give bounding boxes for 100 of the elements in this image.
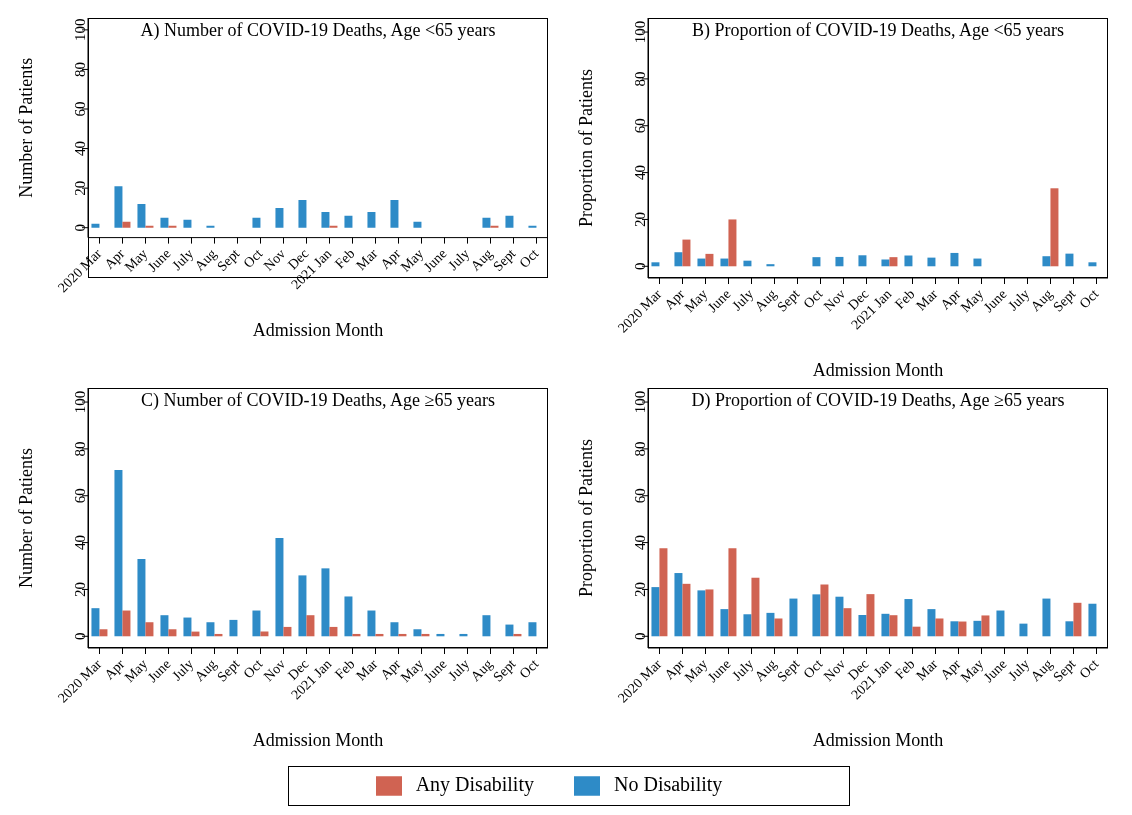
bar: [674, 252, 683, 267]
x-axis-title: Admission Month: [812, 730, 944, 750]
bar: [766, 264, 775, 267]
bar: [1088, 262, 1097, 267]
bar: [344, 215, 353, 228]
y-tick-label: 40: [632, 535, 649, 551]
bar: [720, 609, 729, 637]
bar: [705, 589, 714, 637]
bar: [145, 622, 154, 637]
bar: [789, 598, 798, 637]
bar: [866, 594, 875, 637]
bar: [705, 253, 714, 267]
x-tick-label: Oct: [516, 245, 542, 271]
bar: [505, 215, 514, 228]
bar: [1088, 603, 1097, 637]
bar: [114, 469, 123, 637]
bar: [904, 599, 913, 637]
x-tick-label: Mar: [353, 245, 381, 274]
bar: [1065, 621, 1074, 637]
legend-label: No Disability: [614, 773, 723, 795]
y-tick-label: 100: [72, 18, 89, 42]
bar: [881, 613, 890, 637]
x-tick-label: Oct: [516, 656, 542, 682]
bar: [114, 186, 123, 228]
bar: [137, 558, 146, 637]
y-tick-label: 80: [632, 441, 649, 457]
y-tick-label: 0: [72, 632, 89, 641]
bar: [413, 629, 422, 637]
y-tick-label: 20: [632, 581, 649, 597]
x-tick-label: Mar: [913, 656, 941, 684]
bar: [160, 615, 169, 637]
y-tick-label: 0: [632, 632, 649, 641]
bar: [91, 608, 100, 637]
bar: [321, 568, 330, 637]
x-tick-label: Oct: [1076, 286, 1102, 312]
bar: [774, 618, 783, 637]
bar: [697, 590, 706, 637]
bar: [390, 622, 399, 637]
bar: [958, 621, 967, 637]
bar: [206, 622, 215, 637]
x-tick-label: Mar: [913, 286, 941, 314]
y-tick-label: 100: [72, 390, 89, 414]
bar: [674, 573, 683, 637]
bar: [137, 203, 146, 228]
bar: [1050, 188, 1059, 267]
bar: [122, 221, 131, 228]
chart-title: B) Proportion of COVID-19 Deaths, Age <65 years: [690, 20, 1066, 41]
y-tick-label: 40: [72, 141, 89, 157]
y-tick-label: 0: [632, 262, 649, 271]
bar: [275, 207, 284, 228]
y-axis-title: Proportion of Patients: [576, 439, 597, 597]
bar: [1042, 598, 1051, 637]
y-tick-label: 20: [72, 180, 89, 196]
bar: [252, 610, 261, 637]
y-tick-label: 100: [632, 390, 649, 414]
bar: [1065, 253, 1074, 267]
bar: [697, 258, 706, 267]
bar: [835, 596, 844, 637]
bar: [950, 252, 959, 267]
bar: [651, 587, 660, 637]
bar: [306, 615, 315, 637]
bar: [812, 594, 821, 637]
bar: [505, 624, 514, 637]
bar: [1019, 623, 1028, 637]
y-tick-label: 60: [72, 488, 89, 504]
y-tick-label: 60: [632, 488, 649, 504]
bar: [1042, 256, 1051, 267]
bar: [413, 221, 422, 228]
bar: [728, 219, 737, 267]
bar: [766, 612, 775, 637]
y-tick-label: 0: [72, 223, 89, 232]
bar: [482, 615, 491, 637]
bar: [160, 217, 169, 228]
bar: [927, 257, 936, 267]
bar: [889, 615, 898, 637]
bar: [659, 548, 668, 637]
bar: [651, 262, 660, 267]
y-tick-label: 40: [72, 535, 89, 551]
bar: [283, 626, 292, 637]
bar: [973, 620, 982, 637]
y-tick-label: 80: [632, 71, 649, 87]
y-axis-title: Proportion of Patients: [576, 69, 597, 227]
bar: [298, 200, 307, 228]
bar: [720, 258, 729, 267]
bar: [1073, 602, 1082, 637]
x-axis-title: Admission Month: [252, 319, 384, 340]
bar: [843, 608, 852, 637]
x-tick-label: Mar: [353, 656, 381, 684]
legend-label: Any Disability: [415, 773, 534, 795]
y-tick-label: 100: [632, 20, 649, 44]
y-tick-label: 60: [632, 118, 649, 134]
x-axis-title: Admission Month: [252, 730, 384, 750]
bar: [835, 256, 844, 267]
bar: [935, 618, 944, 637]
y-axis-title: Number of Patients: [16, 448, 37, 588]
y-tick-label: 80: [72, 441, 89, 457]
bar: [367, 610, 376, 637]
bar: [812, 257, 821, 267]
bar: [950, 621, 959, 637]
bar: [858, 255, 867, 267]
